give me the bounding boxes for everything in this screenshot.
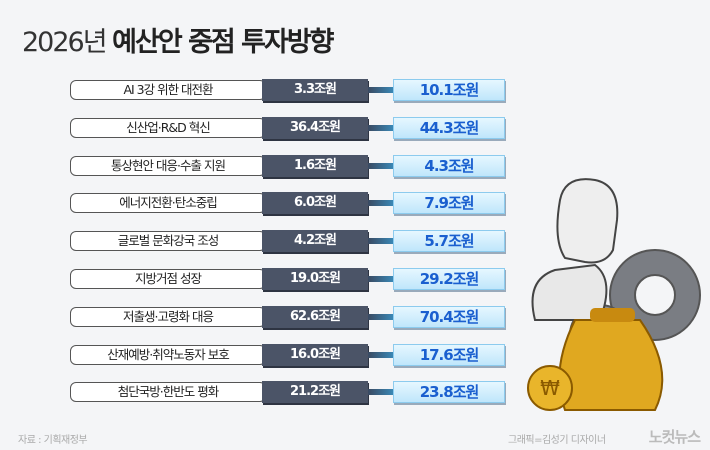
budget-2026: 10.1조원 xyxy=(393,79,505,101)
budget-2026: 29.2조원 xyxy=(393,268,505,290)
budget-2025: 3.3조원 xyxy=(262,79,368,101)
category-label: AI 3강 위한 대전환 xyxy=(70,80,266,100)
budget-2025: 4.2조원 xyxy=(262,230,368,253)
money-bag-icon xyxy=(558,308,664,411)
budget-2026: 17.6조원 xyxy=(393,343,505,366)
category-label: 저출생·고령화 대응 xyxy=(70,306,266,327)
budget-2026: 23.8조원 xyxy=(393,381,505,404)
category-label: 통상현안 대응·수출 지원 xyxy=(70,155,266,176)
budget-2026: 44.3조원 xyxy=(393,116,505,139)
robot-head-icon xyxy=(556,178,619,264)
credit-text: 그래픽=김성기 디자이너 xyxy=(508,435,606,446)
news-logo: 노컷뉴스 xyxy=(648,428,701,446)
table-row: 에너지전환·탄소중립 6.0조원 7.9조원 xyxy=(70,192,510,215)
category-label: 지방거점 성장 xyxy=(70,269,266,289)
title-rest: 예산안 중점 투자방향 xyxy=(112,27,334,58)
budget-2026: 7.9조원 xyxy=(393,192,505,215)
budget-2026: 5.7조원 xyxy=(393,230,505,253)
table-row: AI 3강 위한 대전환 3.3조원 10.1조원 xyxy=(70,79,510,101)
category-label: 글로벌 문화강국 조성 xyxy=(70,231,266,252)
table-row: 지방거점 성장 19.0조원 29.2조원 xyxy=(70,268,510,290)
source-text: 자료 : 기획재정부 xyxy=(18,435,88,446)
page-title: 2026년 예산안 중점 투자방향 xyxy=(22,20,335,59)
budget-2025: 62.6조원 xyxy=(262,305,368,328)
budget-2025: 1.6조원 xyxy=(262,154,368,177)
budget-2026: 4.3조원 xyxy=(393,154,505,177)
table-row: 산재예방·취약노동자 보호 16.0조원 17.6조원 xyxy=(70,343,510,366)
budget-2025: 36.4조원 xyxy=(262,116,368,139)
budget-2025: 21.2조원 xyxy=(262,381,368,404)
budget-2025: 6.0조원 xyxy=(262,192,368,215)
category-label: 신산업·R&D 혁신 xyxy=(70,117,266,138)
budget-2025: 19.0조원 xyxy=(262,268,368,290)
coin-icon: ₩ xyxy=(527,365,573,411)
robot-money-illustration: ₩ xyxy=(527,178,701,411)
budget-2026: 70.4조원 xyxy=(393,305,505,328)
budget-2025: 16.0조원 xyxy=(262,343,368,366)
table-row: 통상현안 대응·수출 지원 1.6조원 4.3조원 xyxy=(70,154,510,177)
table-row: 글로벌 문화강국 조성 4.2조원 5.7조원 xyxy=(70,230,510,253)
svg-text:₩: ₩ xyxy=(540,376,560,400)
table-row: 저출생·고령화 대응 62.6조원 70.4조원 xyxy=(70,305,510,328)
table-row: 첨단국방·한반도 평화 21.2조원 23.8조원 xyxy=(70,381,510,404)
category-label: 에너지전환·탄소중립 xyxy=(70,193,266,214)
category-label: 첨단국방·한반도 평화 xyxy=(70,382,266,403)
table-row: 신산업·R&D 혁신 36.4조원 44.3조원 xyxy=(70,116,510,139)
category-label: 산재예방·취약노동자 보호 xyxy=(70,344,266,365)
title-year: 2026년 xyxy=(22,27,108,58)
